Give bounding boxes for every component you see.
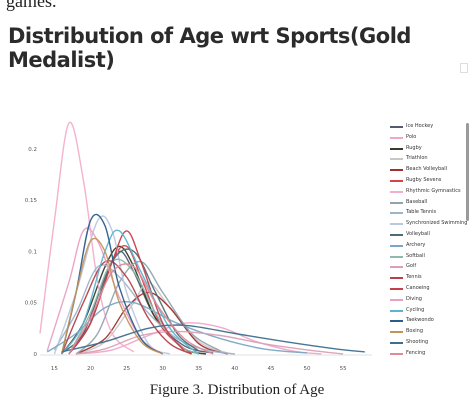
legend-label: Taekwondo	[406, 317, 434, 324]
legend-swatch	[390, 234, 403, 236]
legend-label: Triathlon	[406, 155, 428, 162]
legend-label: Polo	[406, 133, 417, 140]
legend-swatch	[390, 190, 403, 193]
legend-item[interactable]: Boxing	[386, 327, 466, 336]
legend-swatch	[390, 298, 403, 301]
x-tick-label: 25	[123, 366, 130, 372]
x-tick-label: 15	[51, 366, 58, 372]
legend-item[interactable]: Beach Volleyball	[386, 165, 466, 174]
x-tick-label: 45	[267, 366, 274, 372]
legend-item[interactable]: Softball	[386, 252, 466, 261]
legend-swatch	[390, 320, 403, 323]
legend-item[interactable]: Rugby Sevens	[386, 176, 466, 185]
legend-swatch	[390, 342, 403, 344]
legend-item[interactable]: Baseball	[386, 198, 466, 207]
legend-label: Ice Hockey	[406, 123, 434, 129]
series-line-canoeing[interactable]	[68, 230, 185, 355]
legend-label: Fencing	[406, 349, 426, 356]
series-line-ice-hockey[interactable]	[61, 250, 214, 354]
series-line-beach-volleyball[interactable]	[75, 291, 228, 355]
legend-item[interactable]: Diving	[386, 295, 466, 304]
legend-swatch	[390, 309, 403, 312]
legend-item[interactable]: Tennis	[386, 273, 466, 282]
clipped-body-text: games.	[6, 0, 57, 11]
series-line-boxing[interactable]	[61, 237, 164, 355]
legend-swatch	[390, 223, 403, 226]
legend-swatch	[390, 158, 403, 161]
legend-item[interactable]: Triathlon	[386, 154, 466, 163]
legend-label: Rugby	[406, 144, 422, 151]
legend-label: Golf	[406, 263, 417, 270]
series-line-golf[interactable]	[75, 330, 344, 355]
legend-swatch	[390, 255, 403, 258]
legend-label: Tennis	[406, 274, 422, 281]
x-tick-label: 55	[340, 366, 347, 372]
legend-item[interactable]: Volleyball	[386, 230, 466, 239]
legend-label: Rhythmic Gymnastics	[406, 187, 461, 194]
chart-title: Distribution of Age wrt Sports(Gold Meda…	[8, 24, 411, 72]
x-tick-label: 40	[231, 366, 238, 372]
legend-label: Table Tennis	[406, 209, 437, 216]
legend-item[interactable]: Fencing	[386, 349, 466, 358]
y-tick-label: 0	[34, 352, 38, 358]
x-tick-label: 30	[159, 366, 166, 372]
legend-item[interactable]: Taekwondo	[386, 316, 466, 325]
series-line-polo[interactable]	[76, 322, 322, 355]
x-tick-label: 20	[87, 366, 94, 372]
legend-label: Boxing	[406, 328, 424, 335]
legend-swatch	[390, 331, 403, 334]
modebar-icon[interactable]	[460, 63, 468, 73]
legend-swatch	[390, 201, 403, 204]
legend-swatch	[390, 180, 403, 182]
legend-swatch	[390, 288, 403, 290]
legend-label: Baseball	[406, 198, 428, 205]
legend-label: Rugby Sevens	[406, 177, 442, 183]
legend-item[interactable]: Table Tennis	[386, 208, 466, 217]
axes-layer: 15 20 25 30 35 40 45 50 55 0 0.05 0.1 0.15 0.2	[25, 147, 372, 372]
legend-label: Beach Volleyball	[406, 166, 447, 173]
legend-item[interactable]: Shooting	[386, 338, 466, 347]
legend-item[interactable]: Canoeing	[386, 284, 466, 293]
x-tick-label: 50	[304, 366, 311, 372]
series-line-fencing[interactable]	[68, 263, 214, 355]
legend-swatch	[390, 266, 403, 269]
legend-label: Shooting	[406, 339, 429, 345]
legend-item[interactable]: Polo	[386, 133, 466, 142]
legend-label: Canoeing	[406, 285, 430, 291]
legend-item[interactable]: Synchronized Swimming	[386, 219, 468, 228]
legend-item[interactable]: Rugby	[386, 144, 466, 153]
series-line-shooting[interactable]	[61, 324, 365, 353]
series-layer	[39, 121, 365, 355]
legend-item[interactable]: Archery	[386, 241, 466, 250]
y-tick-label: 0.2	[28, 147, 37, 153]
legend-item[interactable]: Rhythmic Gymnastics	[386, 187, 466, 196]
x-tick-label: 35	[195, 366, 202, 372]
legend-swatch	[390, 277, 403, 280]
legend-swatch	[390, 212, 403, 215]
legend-scrollbar[interactable]	[466, 123, 469, 221]
series-line-cycling[interactable]	[61, 229, 200, 355]
chart-plot-area: 15 20 25 30 35 40 45 50 55 0 0.05 0.1 0.15 0.2	[25, 121, 372, 372]
legend-label: Archery	[406, 241, 426, 248]
legend-item[interactable]: Cycling	[386, 306, 466, 315]
series-line-tennis[interactable]	[61, 260, 192, 355]
legend-swatch	[390, 352, 403, 355]
legend-swatch	[390, 126, 403, 128]
legend-item[interactable]: Ice Hockey	[386, 122, 466, 131]
y-tick-label: 0.15	[25, 198, 38, 204]
legend-item[interactable]: Golf	[386, 262, 466, 271]
legend-label: Synchronized Swimming	[406, 220, 468, 227]
legend-swatch	[390, 244, 403, 247]
legend-label: Cycling	[406, 306, 425, 313]
figure-caption: Figure 3. Distribution of Age	[149, 382, 325, 398]
legend-swatch	[390, 147, 403, 150]
legend-label: Softball	[406, 252, 425, 259]
legend-label: Diving	[406, 295, 422, 302]
legend-swatch	[390, 136, 403, 139]
legend-label: Volleyball	[406, 231, 430, 237]
y-tick-label: 0.1	[28, 249, 37, 255]
series-line-rhythmic-gymnastics[interactable]	[39, 121, 135, 353]
legend-swatch	[390, 169, 403, 172]
y-tick-label: 0.05	[25, 301, 38, 307]
